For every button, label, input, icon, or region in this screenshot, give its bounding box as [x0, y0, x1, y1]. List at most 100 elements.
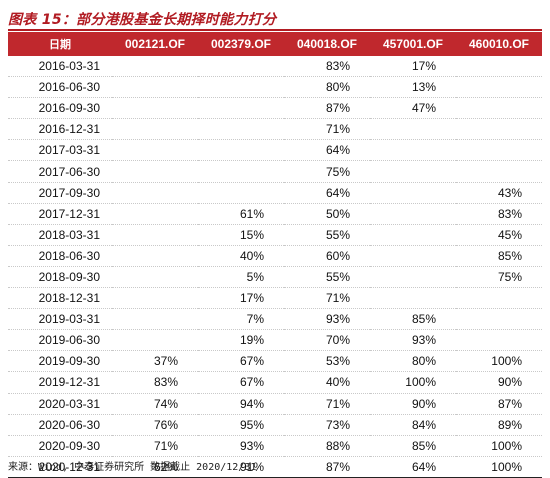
table-row: 2017-06-30 75% — [8, 160, 542, 183]
table-row: 2020-09-30 71% 93% 88% 85% 100% — [8, 435, 542, 457]
score-cell: 91% — [198, 456, 284, 478]
score-cell — [112, 97, 198, 120]
score-cell — [370, 266, 456, 289]
date-cell: 2018-03-31 — [8, 224, 112, 246]
score-cell: 80% — [284, 76, 370, 99]
score-cell: 76% — [112, 414, 198, 436]
table-row: 2020-03-31 74% 94% 71% 90% 87% — [8, 393, 542, 415]
score-cell: 73% — [284, 414, 370, 436]
date-cell: 2019-03-31 — [8, 308, 112, 331]
table-row: 2019-03-31 7% 93% 85% — [8, 308, 542, 331]
score-cell: 83% — [112, 371, 198, 394]
score-cell: 55% — [284, 224, 370, 246]
score-cell: 75% — [456, 266, 542, 289]
date-cell: 2017-03-31 — [8, 139, 112, 162]
score-cell: 55% — [284, 266, 370, 289]
table-row: 2016-12-31 71% — [8, 118, 542, 141]
score-cell: 17% — [198, 287, 284, 310]
score-cell: 88% — [284, 435, 370, 457]
score-cell — [456, 118, 542, 141]
score-cell — [456, 76, 542, 99]
score-cell: 89% — [456, 414, 542, 436]
score-cell: 71% — [112, 435, 198, 457]
table-row: 2016-03-31 83% 17% — [8, 56, 542, 78]
score-cell: 5% — [198, 266, 284, 289]
score-cell — [456, 308, 542, 331]
score-cell — [370, 118, 456, 141]
score-cell — [456, 329, 542, 352]
score-cell: 83% — [456, 203, 542, 225]
date-cell: 2016-06-30 — [8, 76, 112, 99]
score-cell — [370, 245, 456, 267]
score-cell — [112, 76, 198, 99]
score-cell: 85% — [370, 308, 456, 331]
score-cell: 90% — [456, 371, 542, 394]
score-cell: 100% — [456, 435, 542, 457]
score-cell — [456, 97, 542, 120]
score-cell: 95% — [198, 414, 284, 436]
score-cell: 100% — [456, 350, 542, 373]
table-header-row: 日期 002121.OF 002379.OF 040018.OF 457001.… — [8, 32, 542, 56]
score-cell: 75% — [284, 160, 370, 183]
score-cell: 37% — [112, 350, 198, 373]
score-cell — [112, 203, 198, 225]
score-cell: 93% — [198, 435, 284, 457]
score-cell — [198, 118, 284, 141]
score-cell: 100% — [370, 371, 456, 394]
score-cell: 100% — [456, 456, 542, 478]
date-cell: 2017-12-31 — [8, 203, 112, 225]
source-note: 来源：Wind, 中泰证券研究所 数据截止 2020/12/31 — [8, 462, 257, 473]
column-header-fund: 040018.OF — [284, 32, 370, 56]
table-row: 2019-12-31 83% 67% 40% 100% 90% — [8, 371, 542, 394]
date-cell: 2016-09-30 — [8, 97, 112, 120]
score-cell: 84% — [370, 414, 456, 436]
score-cell: 64% — [370, 456, 456, 478]
score-cell — [198, 76, 284, 99]
score-cell: 40% — [198, 245, 284, 267]
date-cell: 2020-12-31 — [8, 456, 112, 478]
column-header-fund: 002379.OF — [198, 32, 284, 56]
score-cell — [198, 139, 284, 162]
score-cell: 74% — [112, 393, 198, 415]
score-cell — [112, 245, 198, 267]
score-cell: 47% — [370, 97, 456, 120]
date-cell: 2016-03-31 — [8, 56, 112, 78]
score-cell: 71% — [284, 118, 370, 141]
score-cell: 87% — [284, 456, 370, 478]
score-cell: 64% — [284, 139, 370, 162]
score-cell: 83% — [284, 56, 370, 78]
column-header-fund: 457001.OF — [370, 32, 456, 56]
score-cell: 85% — [370, 435, 456, 457]
date-cell: 2017-06-30 — [8, 160, 112, 183]
table-row: 2019-06-30 19% 70% 93% — [8, 329, 542, 352]
table-row: 2018-06-30 40% 60% 85% — [8, 245, 542, 267]
table-row: 2018-03-31 15% 55% 45% — [8, 224, 542, 246]
score-cell: 70% — [284, 329, 370, 352]
score-cell — [370, 182, 456, 204]
table-row: 2016-09-30 87% 47% — [8, 97, 542, 120]
table-body: 2016-03-31 83% 17% 2016-06-30 80% 13% 2016-09-… — [8, 56, 542, 478]
table-row: 2019-09-30 37% 67% 53% 80% 100% — [8, 350, 542, 373]
score-cell — [456, 139, 542, 162]
score-cell — [198, 97, 284, 120]
score-cell: 64% — [284, 182, 370, 204]
score-cell: 67% — [198, 350, 284, 373]
score-cell: 71% — [284, 287, 370, 310]
score-cell: 85% — [456, 245, 542, 267]
table-row: 2016-06-30 80% 13% — [8, 76, 542, 99]
score-cell: 45% — [456, 224, 542, 246]
score-cell: 7% — [198, 308, 284, 331]
score-cell — [112, 287, 198, 310]
column-header-fund: 002121.OF — [112, 32, 198, 56]
score-cell — [112, 266, 198, 289]
score-cell: 71% — [284, 393, 370, 415]
score-cell — [370, 287, 456, 310]
date-cell: 2016-12-31 — [8, 118, 112, 141]
score-cell — [370, 139, 456, 162]
date-cell: 2019-06-30 — [8, 329, 112, 352]
table-row: 2017-03-31 64% — [8, 139, 542, 162]
score-cell: 15% — [198, 224, 284, 246]
score-cell: 17% — [370, 56, 456, 78]
score-cell — [112, 160, 198, 183]
score-cell: 80% — [370, 350, 456, 373]
